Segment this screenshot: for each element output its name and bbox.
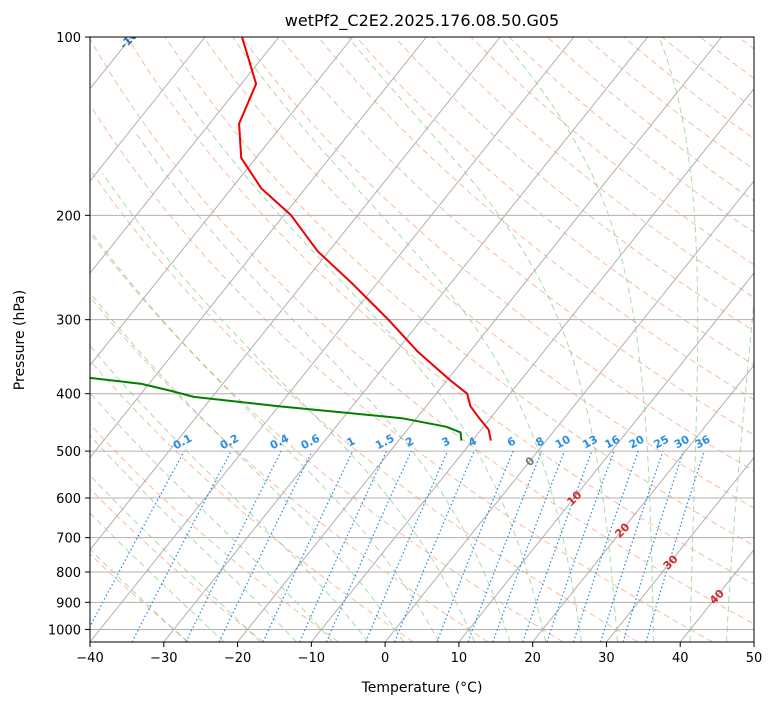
y-axis-label: Pressure (hPa) [12,290,28,390]
x-tick-label: 0 [381,651,389,666]
dry-adiabat-line [90,423,339,642]
dry-adiabat-line [90,38,754,625]
y-tick-label: 100 [56,31,81,46]
dewpoint-profile-line [90,376,463,441]
isotherm-line [90,37,280,274]
mixing-ratio-line [467,450,543,642]
mixing-ratio-line [522,450,593,642]
temperature-profile-line [238,37,492,441]
axes: −40 −30 −20 −10 0 10 20 30 40 50 100 200 300 400 500 60… [48,31,762,666]
isotherm-line [90,37,427,459]
dry-adiabat-line [355,37,754,366]
x-tick-label: 20 [524,651,541,666]
y-tick-label: 500 [56,445,81,460]
x-tick-label: 10 [451,651,468,666]
moist-adiabat-line [658,37,699,642]
dry-adiabat-line [546,37,754,202]
x-tick-label: −20 [224,651,251,666]
sounding-profiles [90,37,492,441]
y-tick-label: 200 [56,209,81,224]
dry-adiabat-line [202,37,754,509]
moist-adiabat-line [499,37,655,642]
mixing-ratio-line [492,450,566,642]
dry-adiabat-line [279,37,754,436]
isotherm-line [310,87,754,642]
moist-adiabat-line [90,512,225,642]
y-tick-label: 800 [56,566,81,581]
isotherm-line [90,37,206,182]
isotherm-line [237,37,722,642]
mixing-ratio-label: 13 [580,433,600,452]
mixing-ratio-line [546,450,615,642]
background-lines [90,37,754,642]
mixing-ratio-line [185,450,282,642]
moist-adiabat-line [90,291,405,642]
x-tick-label: 50 [746,651,763,666]
mixing-ratio-line [572,450,639,642]
isotherm-line [384,180,754,642]
y-tick-label: 700 [56,532,81,547]
moist-adiabat-line [232,37,582,642]
moist-adiabat-line [90,548,188,642]
dry-adiabat-line [317,37,754,401]
dry-adiabat-line [126,37,754,585]
y-tick-label: 1000 [48,623,81,638]
moist-adiabat-line [90,229,440,642]
x-tick-label: 40 [672,651,689,666]
mixing-ratio-line [394,450,475,642]
plot-frame [89,36,755,643]
mixing-ratio-line [365,450,449,642]
mixing-ratio-line [622,450,685,642]
mixing-ratio-label: 16 [603,433,623,452]
isotherm-line [606,456,754,642]
moist-adiabat-line [726,296,754,642]
mixing-ratio-line [90,450,185,628]
mixing-ratio-label: 20 [627,433,647,452]
x-tick-label: 30 [598,651,615,666]
isotherm-line [458,272,754,642]
mixing-ratio-line [600,450,664,642]
dry-adiabat-line [470,37,754,266]
x-tick-label: −10 [298,651,325,666]
mixing-ratio-label: 36 [693,433,713,452]
mixing-ratio-label: 30 [672,433,692,452]
mixing-ratio-label: 10 [553,433,573,452]
y-tick-label: 300 [56,314,81,329]
x-tick-label: −40 [76,651,103,666]
y-tick-label: 900 [56,596,81,611]
isotherm-line [90,37,354,367]
moist-adiabat-line [90,474,261,642]
moist-adiabat-line [90,434,297,642]
x-tick-label: −30 [150,651,177,666]
mixing-ratio-label: 25 [652,433,672,452]
dry-adiabat-line [90,296,489,642]
mixing-ratio-line [436,450,514,642]
moist-adiabat-line [102,173,475,642]
mixing-ratio-line [645,450,705,642]
x-axis-label: Temperature (°C) [361,680,483,696]
y-tick-label: 400 [56,388,81,403]
dry-adiabat-line [508,37,754,234]
isotherm-line [90,37,501,551]
moist-adiabat-line [174,83,547,642]
isotherm-line [532,364,754,642]
y-tick-label: 600 [56,492,81,507]
isotherm-line [90,37,575,642]
mixing-ratio-line [325,450,412,642]
chart-title: wetPf2_C2E2.2025.176.08.50.G05 [285,11,559,31]
dry-adiabat-line [432,37,754,299]
dry-adiabat-line [90,103,713,642]
